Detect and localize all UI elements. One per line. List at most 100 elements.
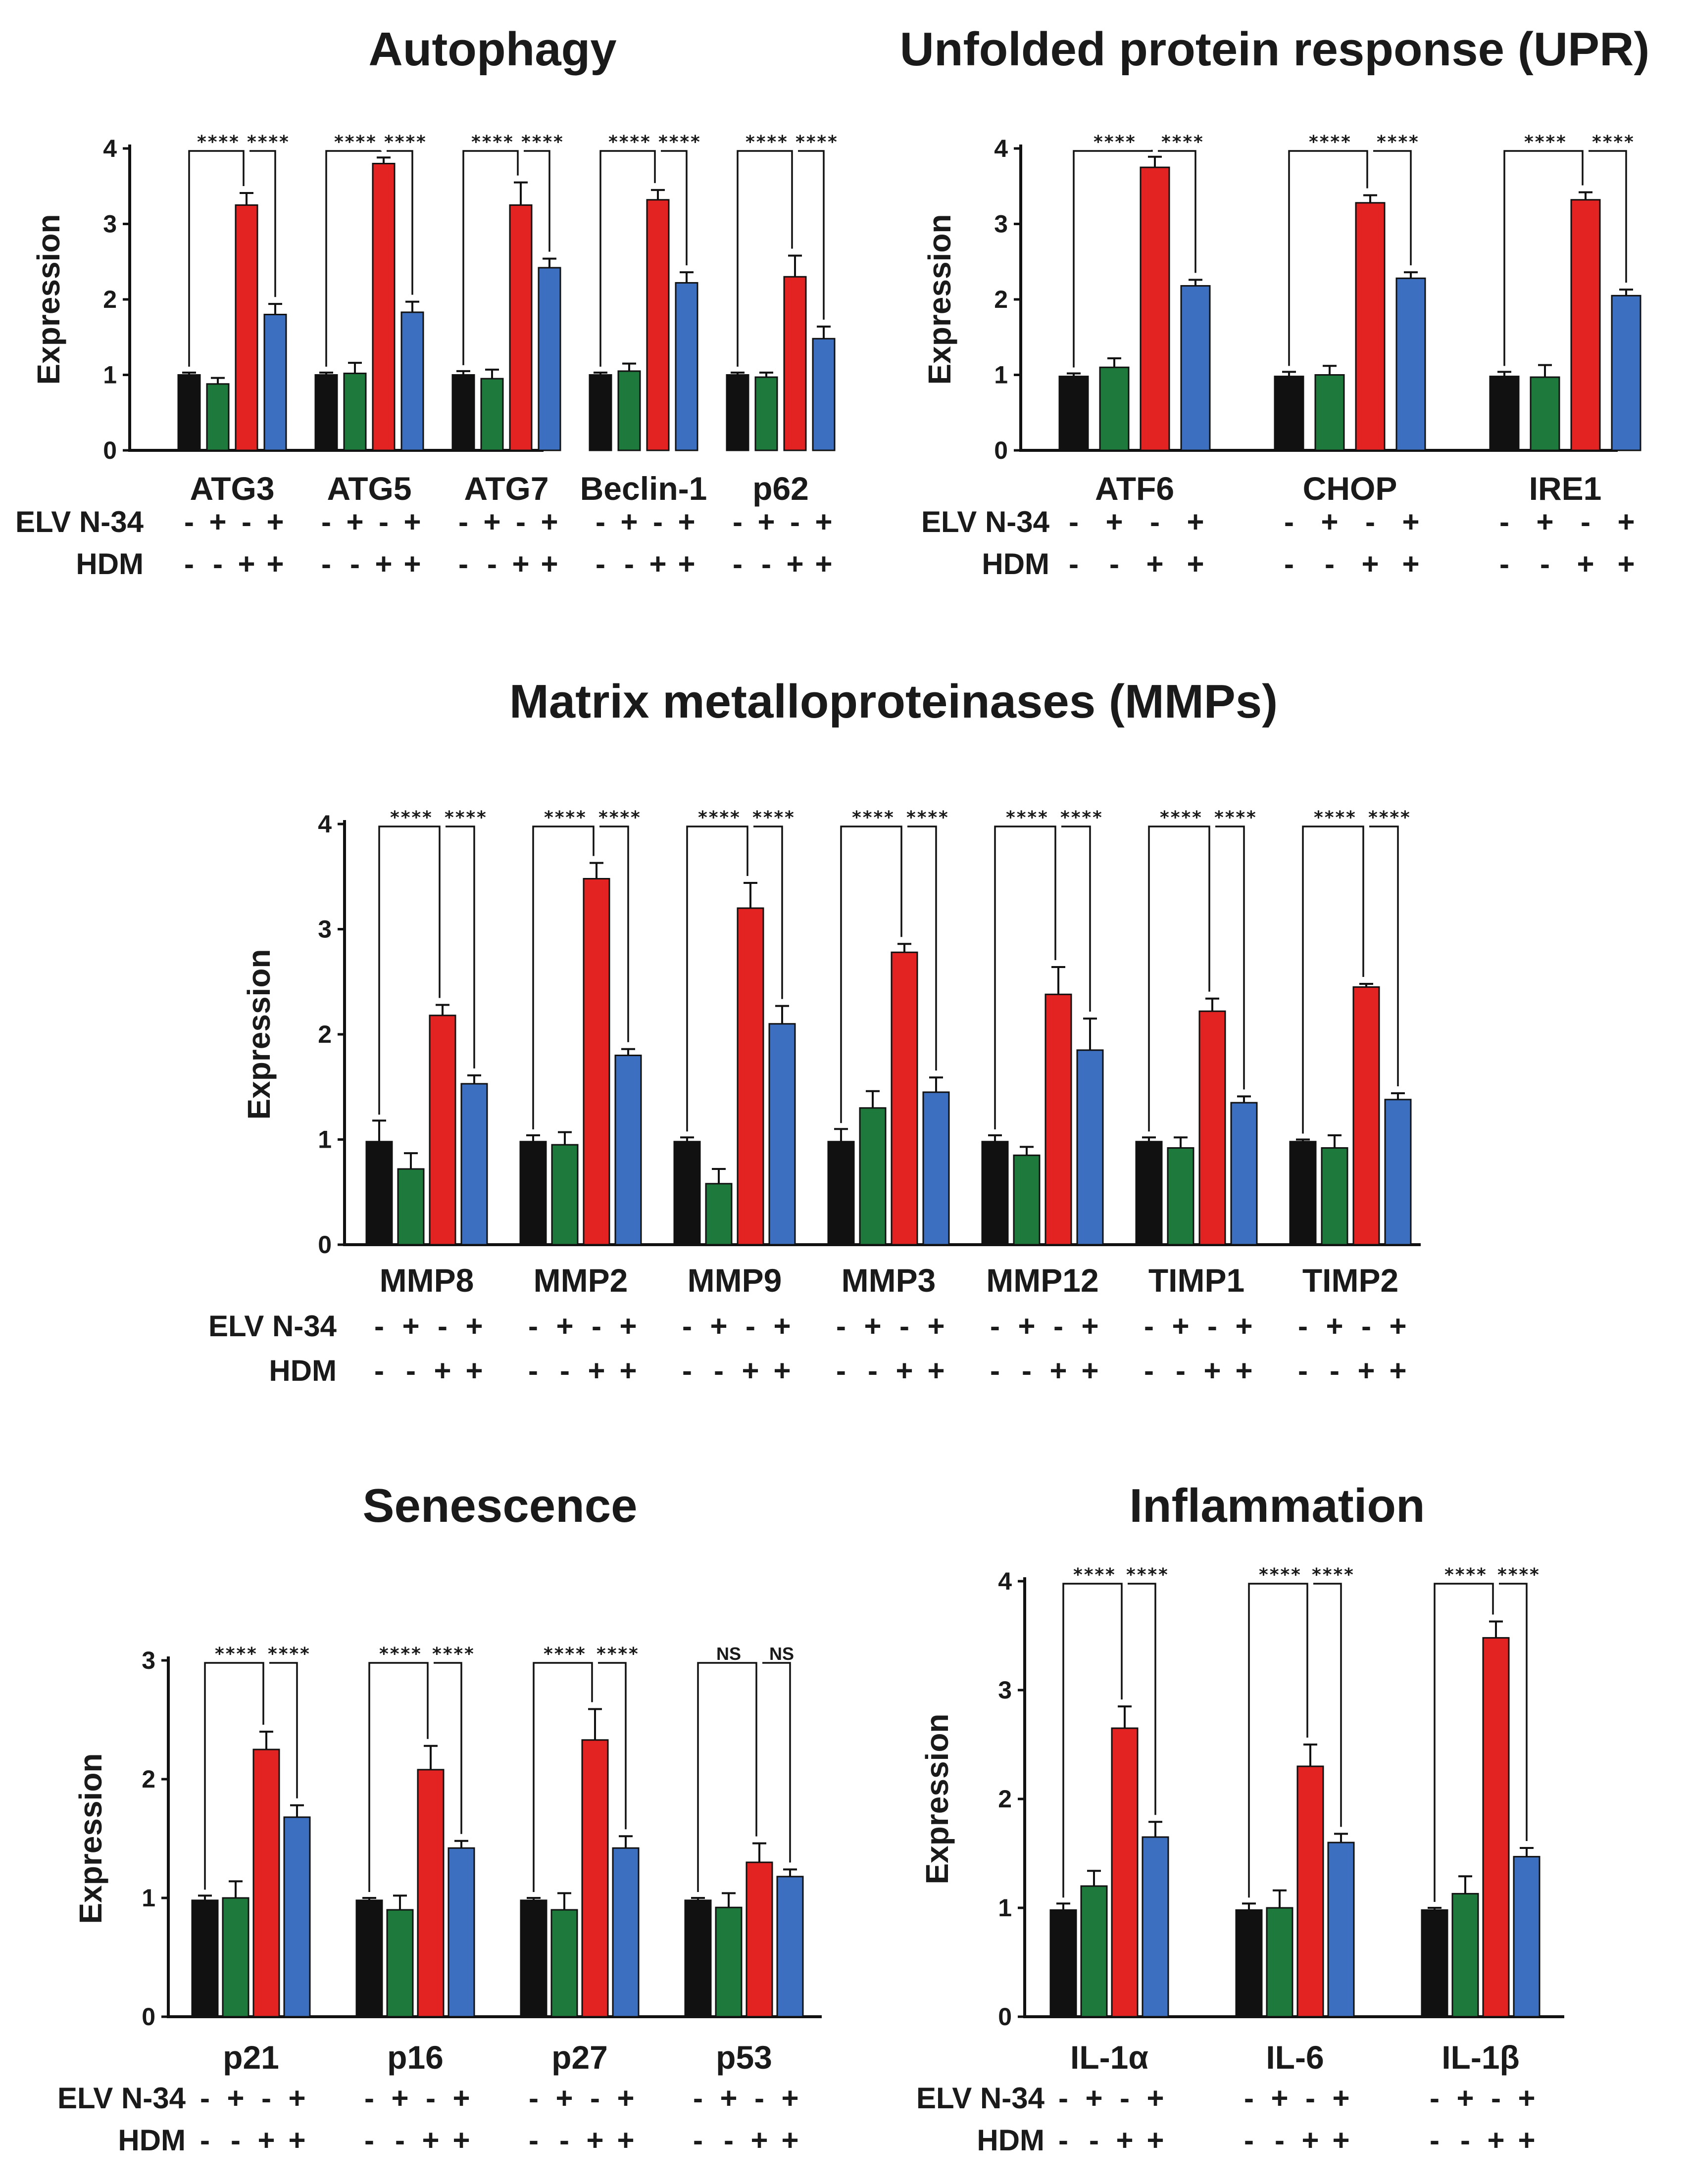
significance-bracket: [994, 825, 1056, 1129]
condition-sign: -: [1540, 547, 1550, 581]
condition-sign: +: [403, 505, 421, 538]
condition-sign: +: [710, 1310, 727, 1343]
condition-sign: +: [1321, 505, 1338, 538]
condition-sign: -: [1144, 1310, 1154, 1343]
significance-bracket: [1434, 1583, 1494, 1902]
category-label: ATG7: [464, 470, 548, 507]
condition-sign: +: [1146, 547, 1163, 581]
significance-label: ****: [334, 132, 377, 152]
condition-sign: -: [321, 505, 331, 538]
bar: [684, 1899, 712, 2018]
condition-sign: +: [1518, 2082, 1535, 2115]
bar: [1140, 166, 1170, 451]
condition-sign: +: [1187, 505, 1204, 538]
bar: [754, 376, 778, 451]
significance-bracket: [1073, 149, 1153, 368]
condition-sign: -: [364, 2082, 374, 2115]
significance-label: ****: [543, 1644, 586, 1664]
bar: [235, 204, 258, 451]
condition-sign: +: [1271, 2082, 1288, 2115]
condition-sign: +: [556, 1310, 573, 1343]
condition-sign: +: [1577, 547, 1594, 581]
bar: [1167, 1147, 1194, 1246]
condition-row-label: ELV N-34: [916, 2082, 1045, 2115]
y-tick-label: 0: [142, 2003, 155, 2031]
condition-sign: +: [588, 1354, 605, 1387]
condition-sign: +: [541, 547, 558, 581]
significance-bracket: [1062, 1583, 1123, 1898]
condition-sign: +: [1617, 505, 1635, 538]
category-label: IRE1: [1529, 470, 1602, 507]
condition-sign: +: [465, 1354, 483, 1387]
condition-sign: +: [781, 2124, 798, 2157]
condition-sign: +: [781, 2082, 798, 2115]
bar: [551, 1144, 579, 1246]
condition-sign: -: [714, 1354, 724, 1387]
condition-sign: -: [374, 1310, 384, 1343]
condition-sign: +: [227, 2082, 244, 2115]
condition-row-label: ELV N-34: [921, 505, 1050, 538]
significance-bracket: [907, 825, 937, 1071]
significance-bracket: [1499, 1583, 1528, 1841]
condition-sign: -: [836, 1354, 846, 1387]
y-tick-label: 2: [994, 286, 1008, 313]
condition-sign: -: [1244, 2124, 1254, 2157]
condition-sign: +: [1332, 2124, 1349, 2157]
condition-sign: +: [266, 505, 284, 538]
bar: [550, 1909, 578, 2018]
condition-sign: -: [724, 2124, 734, 2157]
condition-sign: +: [617, 2082, 634, 2115]
condition-sign: -: [1109, 547, 1119, 581]
significance-bracket: [840, 825, 902, 1123]
bar: [589, 374, 612, 451]
condition-sign: -: [374, 1354, 384, 1387]
significance-bracket: [753, 825, 783, 999]
condition-sign: -: [261, 2082, 271, 2115]
significance-label: ****: [1214, 808, 1257, 828]
condition-sign: +: [619, 1310, 637, 1343]
condition-sign: -: [395, 2124, 405, 2157]
condition-sign: +: [555, 2082, 573, 2115]
bar: [1489, 376, 1520, 451]
category-label: MMP12: [986, 1262, 1098, 1299]
condition-sign: -: [1069, 505, 1079, 538]
condition-sign: +: [209, 505, 226, 538]
y-tick-label: 4: [994, 135, 1008, 162]
y-tick-label: 0: [318, 1231, 332, 1259]
bar: [715, 1906, 743, 2018]
significance-bracket: [1589, 150, 1627, 283]
bar: [1230, 1102, 1258, 1246]
chart-title: Inflammation: [1129, 1479, 1425, 1532]
condition-sign: -: [1089, 2124, 1099, 2157]
significance-bracket: [1302, 825, 1364, 1134]
condition-sign: -: [754, 2082, 764, 2115]
condition-sign: -: [682, 1310, 692, 1343]
significance-label: ****: [1524, 132, 1567, 152]
significance-label: ****: [795, 132, 838, 152]
condition-sign: -: [590, 2082, 600, 2115]
condition-sign: -: [1275, 2124, 1285, 2157]
category-label: MMP3: [842, 1262, 936, 1299]
bar: [1289, 1141, 1317, 1246]
bar: [1352, 986, 1380, 1246]
condition-sign: -: [1460, 2124, 1470, 2157]
condition-sign: -: [1298, 1310, 1308, 1343]
bar: [783, 276, 807, 451]
condition-sign: +: [786, 547, 803, 581]
condition-sign: +: [815, 505, 832, 538]
condition-sign: -: [1244, 2082, 1254, 2115]
chart-title: Autophagy: [368, 23, 616, 76]
condition-row-label: ELV N-34: [208, 1310, 337, 1343]
bar: [1570, 199, 1601, 451]
condition-sign: -: [1305, 2082, 1315, 2115]
condition-sign: -: [592, 1310, 601, 1343]
condition-sign: +: [649, 547, 666, 581]
condition-sign: +: [773, 1310, 791, 1343]
significance-label: ****: [267, 1644, 310, 1664]
condition-sign: -: [1499, 505, 1509, 538]
condition-sign: -: [184, 547, 194, 581]
significance-bracket: [434, 1662, 462, 1834]
condition-sign: -: [746, 1310, 755, 1343]
bar: [1314, 374, 1345, 451]
significance-bracket: [1369, 825, 1399, 1086]
